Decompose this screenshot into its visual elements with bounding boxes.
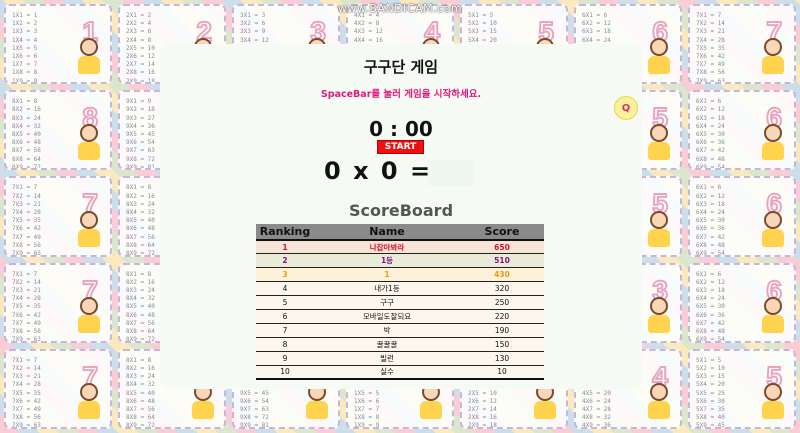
row-score: 430: [460, 267, 544, 283]
answer-input[interactable]: [428, 160, 474, 186]
cartoon-kid-icon: [758, 382, 788, 421]
scoreboard-table: Ranking Name Score 1 나잡아봐라 650 2 1등 5 10 …: [256, 224, 544, 380]
equation-display: 0 x 0 =: [324, 157, 432, 185]
cartoon-kid-icon: [74, 38, 104, 76]
background-card-lines: 9X1 = 9 9X2 = 18 9X3 = 27 9X4 = 36 9X5 =…: [126, 98, 155, 171]
header-score: Score: [460, 224, 544, 241]
equation-equals: =: [409, 157, 433, 185]
row-rank: 4: [256, 281, 314, 297]
table-row: 3 1 430: [256, 267, 544, 283]
magnifier-icon[interactable]: Q: [614, 96, 638, 120]
table-row: 4 내가1등 320: [256, 281, 544, 297]
table-row: 6 모바일도잘되요 220: [256, 309, 544, 324]
background-card-lines: 8X1 = 8 8X2 = 16 8X3 = 24 8X4 = 32 8X5 =…: [126, 184, 155, 257]
row-score: 150: [460, 337, 544, 352]
cartoon-kid-icon: [758, 210, 788, 249]
row-rank: 5: [256, 295, 314, 310]
scoreboard-header-row: Ranking Name Score: [256, 224, 544, 241]
row-rank: 8: [256, 337, 314, 352]
row-name: 모바일도잘되요: [314, 309, 460, 324]
recording-watermark: www.BANDICAM.com: [337, 2, 463, 15]
background-card: 6X1 = 6 6X2 = 12 6X3 = 18 6X4 = 24 6X5 =…: [688, 90, 796, 171]
row-score: 250: [460, 295, 544, 310]
row-rank: 3: [256, 267, 314, 283]
row-name: 빌런: [314, 351, 460, 366]
timer-display: 0 : 00: [369, 117, 433, 141]
row-rank: 9: [256, 351, 314, 366]
background-card-lines: 5X1 = 5 5X2 = 10 5X3 = 15 5X4 = 20 5X5 =…: [696, 356, 725, 429]
row-name: 꿀꿀꿀: [314, 337, 460, 352]
background-card-lines: 6X1 = 6 6X2 = 12 6X3 = 18 6X4 = 24 6X5 =…: [696, 184, 725, 257]
game-panel: 구구단 게임 SpaceBar를 눌러 게임을 시작하세요. 0 : 00 ST…: [160, 44, 642, 389]
background-card-lines: 2X1 = 2 2X2 = 4 2X3 = 6 2X4 = 8 2X5 = 10…: [126, 12, 155, 85]
equation-operator: x: [353, 157, 371, 185]
row-rank: 7: [256, 323, 314, 338]
table-row: 8 꿀꿀꿀 150: [256, 337, 544, 352]
cartoon-kid-icon: [644, 210, 674, 249]
background-card-lines: 7X1 = 7 7X2 = 14 7X3 = 21 7X4 = 28 7X5 =…: [12, 184, 41, 257]
header-name: Name: [314, 224, 460, 241]
table-row: 9 빌런 130: [256, 351, 544, 366]
table-row: 2 1등 510: [256, 253, 544, 269]
background-card: 7X1 = 7 7X2 = 14 7X3 = 21 7X4 = 28 7X5 =…: [688, 4, 796, 85]
row-score: 650: [460, 240, 544, 255]
row-score: 10: [460, 365, 544, 380]
background-card-lines: 8X1 = 8 8X2 = 16 8X3 = 24 8X4 = 32 8X5 =…: [126, 270, 155, 343]
start-button[interactable]: START: [377, 140, 424, 154]
row-score: 130: [460, 351, 544, 366]
background-card: 6X1 = 6 6X2 = 12 6X3 = 18 6X4 = 24 6X5 =…: [688, 262, 796, 343]
background-card-lines: 7X1 = 7 7X2 = 14 7X3 = 21 7X4 = 28 7X5 =…: [12, 356, 41, 429]
equation-left-operand: 0: [324, 157, 343, 185]
header-ranking: Ranking: [256, 224, 314, 241]
table-row: 5 구구 250: [256, 295, 544, 310]
background-card-lines: 6X1 = 6 6X2 = 12 6X3 = 18 6X4 = 24 6X5 =…: [696, 270, 725, 343]
table-row: 7 박 190: [256, 323, 544, 338]
row-name: 실수: [314, 365, 460, 380]
background-card: 1X1 = 1 1X2 = 2 1X3 = 3 1X4 = 4 1X5 = 5 …: [4, 4, 112, 85]
cartoon-kid-icon: [644, 382, 674, 421]
background-card-lines: 8X1 = 8 8X2 = 16 8X3 = 24 8X4 = 32 8X5 =…: [126, 356, 155, 429]
background-card-lines: 1X1 = 1 1X2 = 2 1X3 = 3 1X4 = 4 1X5 = 5 …: [12, 12, 38, 85]
row-score: 220: [460, 309, 544, 324]
equation-right-operand: 0: [380, 157, 400, 185]
row-score: 510: [460, 253, 544, 269]
cartoon-kid-icon: [74, 296, 104, 335]
row-rank: 10: [256, 365, 314, 380]
cartoon-kid-icon: [758, 124, 788, 162]
row-name: 구구: [314, 295, 460, 310]
row-rank: 1: [256, 240, 314, 255]
row-score: 320: [460, 281, 544, 297]
background-card-lines: 8X1 = 8 8X2 = 16 8X3 = 24 8X4 = 32 8X5 =…: [12, 98, 41, 171]
table-row: 1 나잡아봐라 650: [256, 240, 544, 255]
instruction-text: SpaceBar를 눌러 게임을 시작하세요.: [320, 89, 482, 100]
background-card: 7X1 = 7 7X2 = 14 7X3 = 21 7X4 = 28 7X5 =…: [4, 262, 112, 343]
cartoon-kid-icon: [758, 296, 788, 335]
row-name: 박: [314, 323, 460, 338]
page-title: 구구단 게임: [363, 58, 439, 76]
cartoon-kid-icon: [644, 38, 674, 76]
row-name: 1등: [314, 253, 460, 269]
table-row: 10 실수 10: [256, 365, 544, 380]
row-name: 내가1등: [314, 281, 460, 297]
row-score: 190: [460, 323, 544, 338]
cartoon-kid-icon: [644, 124, 674, 162]
cartoon-kid-icon: [74, 210, 104, 249]
cartoon-kid-icon: [74, 382, 104, 421]
background-card: 6X1 = 6 6X2 = 12 6X3 = 18 6X4 = 24 6X5 =…: [688, 176, 796, 257]
row-rank: 6: [256, 309, 314, 324]
background-card: 7X1 = 7 7X2 = 14 7X3 = 21 7X4 = 28 7X5 =…: [4, 176, 112, 257]
background-card-lines: 7X1 = 7 7X2 = 14 7X3 = 21 7X4 = 28 7X5 =…: [12, 270, 41, 343]
row-name: 나잡아봐라: [314, 240, 460, 255]
cartoon-kid-icon: [74, 124, 104, 162]
row-name: 1: [314, 267, 460, 283]
background-card: 8X1 = 8 8X2 = 16 8X3 = 24 8X4 = 32 8X5 =…: [4, 90, 112, 171]
background-card-lines: 7X1 = 7 7X2 = 14 7X3 = 21 7X4 = 28 7X5 =…: [696, 12, 725, 85]
scoreboard-title: ScoreBoard: [348, 201, 454, 220]
cartoon-kid-icon: [758, 38, 788, 76]
background-card: 7X1 = 7 7X2 = 14 7X3 = 21 7X4 = 28 7X5 =…: [4, 348, 112, 429]
background-card-lines: 6X1 = 6 6X2 = 12 6X3 = 18 6X4 = 24 6X5 =…: [696, 98, 725, 171]
cartoon-kid-icon: [644, 296, 674, 335]
row-rank: 2: [256, 253, 314, 269]
background-card: 5X1 = 5 5X2 = 10 5X3 = 15 5X4 = 20 5X5 =…: [688, 348, 796, 429]
